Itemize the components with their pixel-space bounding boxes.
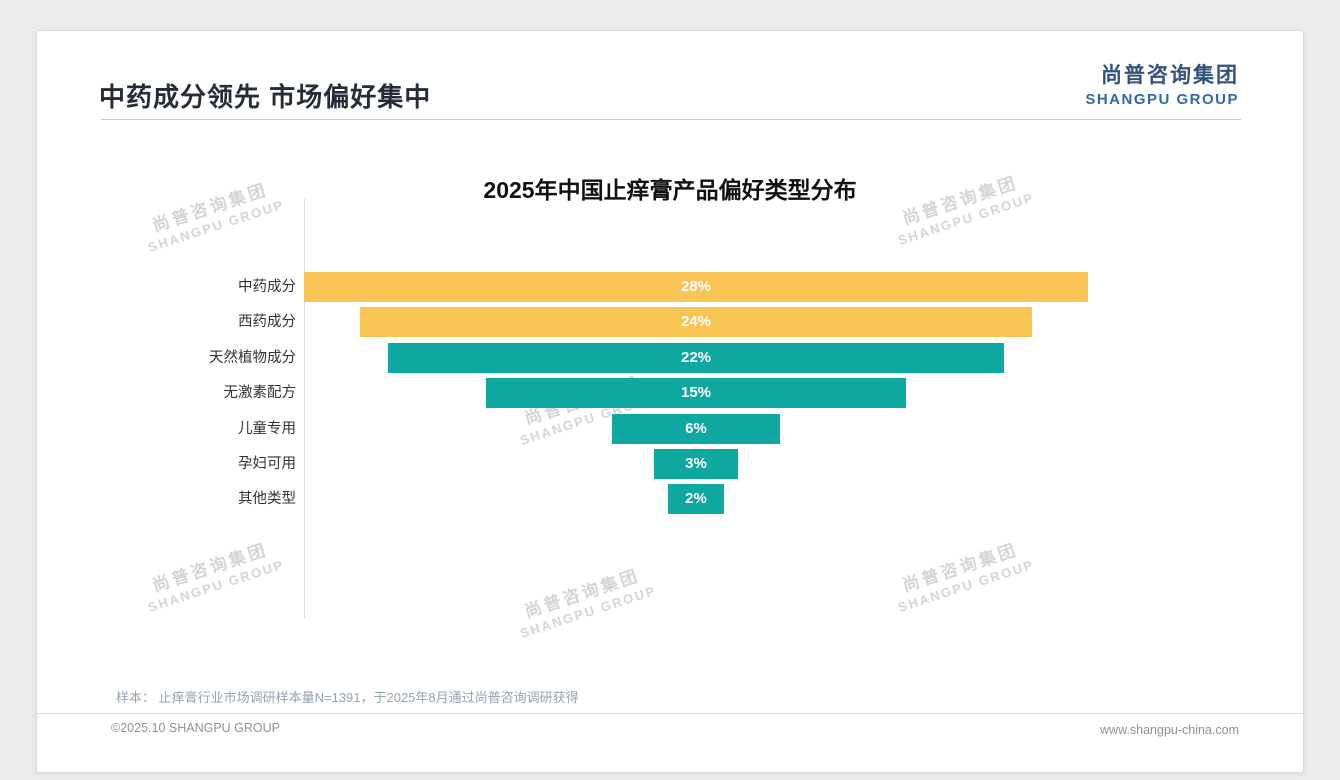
bar-3: 15% bbox=[486, 378, 906, 409]
category-label: 无激素配方 bbox=[223, 385, 297, 402]
chart-row: 其他类型 2% bbox=[37, 484, 1303, 515]
logo: 尚普咨询集团 SHANGPU GROUP bbox=[1085, 59, 1239, 108]
bar-6: 2% bbox=[668, 484, 724, 515]
chart-row: 儿童专用 6% bbox=[37, 413, 1303, 444]
sample-note: 样本： 止痒膏行业市场调研样本量N=1391，于2025年8月通过尚普咨询调研获… bbox=[116, 690, 579, 705]
chart-row: 中药成分 28% bbox=[37, 272, 1303, 302]
chart-row: 无激素配方 15% bbox=[37, 378, 1303, 409]
category-label: 中药成分 bbox=[238, 279, 296, 295]
chart-row: 西药成分 24% bbox=[37, 307, 1303, 338]
logo-text-cn: 尚普咨询集团 bbox=[1101, 64, 1239, 87]
bar-1: 24% bbox=[360, 307, 1032, 338]
footer-website: www.shangpu-china.com bbox=[1100, 723, 1239, 737]
category-label: 天然植物成分 bbox=[209, 349, 296, 366]
page-title: 中药成分领先 市场偏好集中 bbox=[99, 82, 432, 112]
bar-value-label: 6% bbox=[685, 419, 707, 437]
bar-4: 6% bbox=[612, 413, 780, 444]
bar-value-label: 15% bbox=[680, 384, 712, 402]
bar-value-label: 2% bbox=[685, 490, 707, 508]
funnel-chart: 中药成分 28% 西药成分 24% 天然植物成分 22% 无激素配方 15% 儿童专用 6% 孕妇可… bbox=[37, 272, 1303, 520]
bar-value-label: 24% bbox=[680, 313, 712, 331]
bar-value-label: 28% bbox=[680, 278, 712, 295]
category-label: 孕妇可用 bbox=[238, 455, 296, 472]
bar-0: 28% bbox=[304, 272, 1088, 302]
chart-row: 孕妇可用 3% bbox=[37, 448, 1303, 479]
bar-5: 3% bbox=[654, 448, 738, 479]
bar-value-label: 22% bbox=[680, 348, 712, 366]
footer-copyright: ©2025.10 SHANGPU GROUP bbox=[111, 721, 280, 735]
bar-2: 22% bbox=[388, 342, 1004, 373]
logo-text-en: SHANGPU GROUP bbox=[1085, 91, 1239, 108]
slide-card: 中药成分领先 市场偏好集中 尚普咨询集团 SHANGPU GROUP 2025年… bbox=[36, 30, 1304, 773]
footer-divider bbox=[37, 713, 1303, 714]
category-label: 其他类型 bbox=[238, 491, 296, 508]
category-label: 儿童专用 bbox=[238, 420, 296, 437]
y-axis-line bbox=[304, 199, 305, 618]
category-label: 西药成分 bbox=[238, 314, 296, 331]
bar-value-label: 3% bbox=[685, 454, 707, 472]
header-divider bbox=[101, 119, 1241, 120]
chart-row: 天然植物成分 22% bbox=[37, 342, 1303, 373]
chart-title: 2025年中国止痒膏产品偏好类型分布 bbox=[483, 177, 857, 203]
